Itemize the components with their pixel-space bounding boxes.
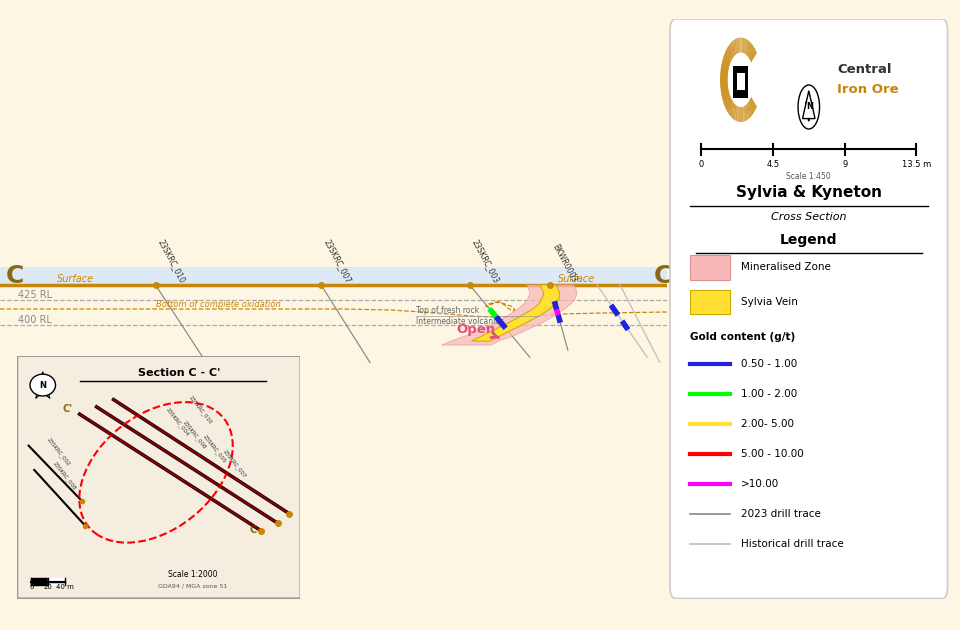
- Text: Iron Ore: Iron Ore: [837, 83, 899, 96]
- Text: 23SKRC_008: 23SKRC_008: [181, 419, 207, 450]
- Bar: [690, 255, 730, 280]
- Text: Surface: Surface: [57, 275, 94, 285]
- Text: Gold content (g/t): Gold content (g/t): [690, 331, 795, 341]
- Text: 13.5 m: 13.5 m: [901, 160, 931, 169]
- Text: 23SKRC_007: 23SKRC_007: [322, 238, 352, 284]
- Polygon shape: [36, 372, 50, 398]
- Text: 0.50 - 1.00: 0.50 - 1.00: [741, 358, 797, 369]
- Text: N: N: [39, 381, 46, 389]
- Text: GDA94 / MGA zone 51: GDA94 / MGA zone 51: [158, 583, 228, 588]
- Text: Section C - C': Section C - C': [137, 368, 220, 378]
- Text: 0: 0: [699, 160, 704, 169]
- Text: Mineralised Zone: Mineralised Zone: [741, 262, 830, 272]
- Bar: [737, 73, 745, 90]
- Text: 20: 20: [44, 584, 53, 590]
- Polygon shape: [803, 91, 815, 118]
- Text: 2023 drill trace: 2023 drill trace: [741, 509, 821, 519]
- Text: 5.00 - 10.00: 5.00 - 10.00: [741, 449, 804, 459]
- Text: 23SKRC_004: 23SKRC_004: [164, 407, 190, 438]
- Text: 1.00 - 2.00: 1.00 - 2.00: [741, 389, 797, 399]
- Text: Scale 1:450: Scale 1:450: [786, 173, 831, 181]
- Text: C: C: [250, 525, 256, 535]
- Text: Sylvia & Kyneton: Sylvia & Kyneton: [735, 185, 882, 200]
- Text: Top of fresh rock
Intermediate volcanics: Top of fresh rock Intermediate volcanics: [417, 306, 504, 326]
- Text: Legend: Legend: [780, 233, 837, 248]
- FancyBboxPatch shape: [670, 19, 948, 598]
- Text: 2.00- 5.00: 2.00- 5.00: [741, 419, 794, 429]
- Text: C: C: [6, 264, 24, 288]
- Circle shape: [30, 374, 56, 396]
- Text: Open: Open: [457, 323, 498, 338]
- Text: 23SKRC_003: 23SKRC_003: [470, 238, 501, 284]
- Text: Bottom of complete oxidation: Bottom of complete oxidation: [156, 300, 280, 309]
- Text: 23SKRC_005: 23SKRC_005: [202, 433, 228, 464]
- Text: C': C': [62, 404, 73, 414]
- Bar: [733, 66, 749, 98]
- Text: 4.5: 4.5: [766, 160, 780, 169]
- Text: 23SKRC_010: 23SKRC_010: [156, 238, 187, 284]
- Text: Central: Central: [837, 64, 892, 76]
- Text: Sylvia Vein: Sylvia Vein: [741, 297, 798, 307]
- Text: Surface: Surface: [559, 275, 595, 285]
- Text: Cross Section: Cross Section: [771, 212, 847, 222]
- Text: 23SKRC_007: 23SKRC_007: [221, 448, 247, 479]
- Bar: [0, 267, 667, 285]
- Text: 23SKRC_008: 23SKRC_008: [51, 461, 77, 491]
- Text: Historical drill trace: Historical drill trace: [741, 539, 844, 549]
- Text: 40 m: 40 m: [57, 584, 74, 590]
- Text: 23SKRC_010: 23SKRC_010: [187, 395, 213, 425]
- Text: 0: 0: [29, 584, 34, 590]
- Text: 425 RL: 425 RL: [18, 290, 52, 300]
- Text: 9: 9: [842, 160, 848, 169]
- Text: 23SKRC_002: 23SKRC_002: [46, 436, 71, 467]
- Polygon shape: [471, 285, 560, 341]
- Polygon shape: [442, 285, 577, 345]
- FancyBboxPatch shape: [17, 356, 300, 598]
- Text: >10.00: >10.00: [741, 479, 780, 490]
- Text: BKWR0003: BKWR0003: [551, 243, 579, 284]
- Text: N: N: [806, 103, 814, 112]
- Bar: [690, 290, 730, 314]
- Text: 400 RL: 400 RL: [18, 315, 52, 324]
- Text: Scale 1:2000: Scale 1:2000: [168, 570, 218, 579]
- Text: C’: C’: [654, 264, 683, 288]
